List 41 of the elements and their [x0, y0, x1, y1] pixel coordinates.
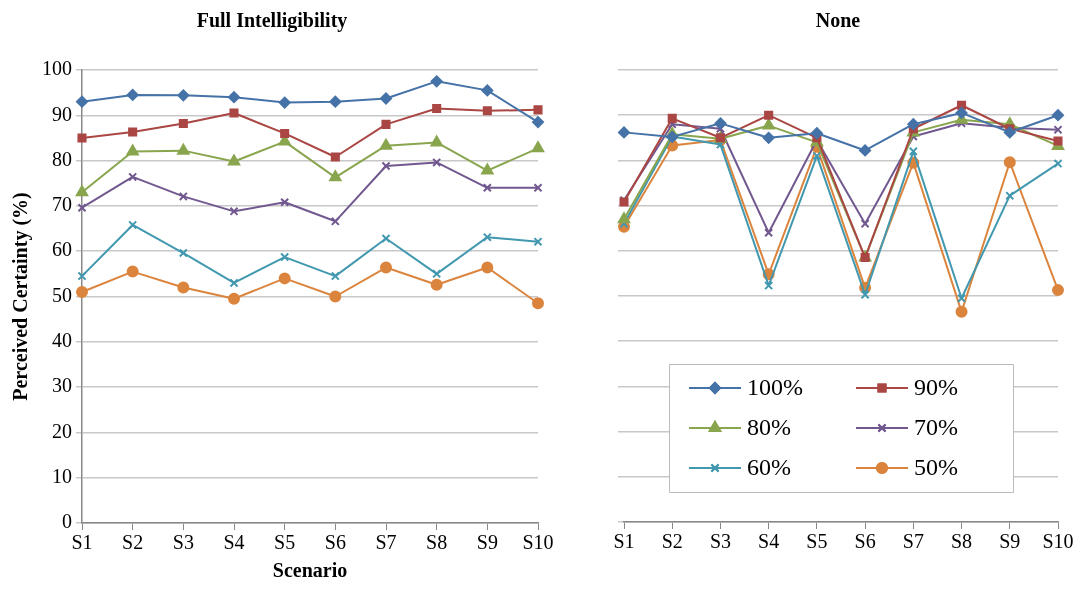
- chart-title: None: [815, 9, 861, 32]
- y-tick-label: 90: [52, 102, 72, 125]
- y-tick-label: 10: [52, 464, 72, 487]
- y-tick-label: 50: [52, 283, 72, 306]
- y-tick-label: 20: [52, 419, 72, 442]
- legend-label: 70%: [914, 414, 958, 441]
- legend-label: 90%: [914, 374, 958, 401]
- x-tick-label: S8: [950, 530, 973, 553]
- y-tick-label: 70: [52, 193, 72, 216]
- x-tick-label: S7: [375, 531, 397, 554]
- y-tick-label: 30: [52, 374, 72, 397]
- y-axis-title: Perceived Certainty (%): [9, 192, 33, 401]
- y-tick-label: 40: [52, 329, 72, 352]
- chart-title: Full Intelligibility: [196, 9, 348, 33]
- x-tick-label: S6: [324, 531, 346, 554]
- x-tick-label: S4: [223, 531, 245, 554]
- x-tick-label: S1: [613, 530, 635, 553]
- y-tick-label: 100: [42, 57, 72, 80]
- x-tick-label: S9: [476, 531, 498, 554]
- legend-label: 80%: [747, 414, 791, 441]
- y-tick-label: 60: [52, 238, 72, 261]
- y-tick-label: 0: [62, 510, 72, 533]
- x-tick-label: S9: [999, 530, 1021, 553]
- x-axis-title: Scenario: [272, 559, 348, 582]
- x-tick-label: S7: [902, 530, 924, 553]
- x-tick-label: S5: [274, 531, 296, 554]
- y-tick-label: 80: [52, 147, 72, 170]
- x-tick-label: S2: [122, 531, 144, 554]
- x-tick-label: S6: [854, 530, 876, 553]
- legend-label: 100%: [747, 374, 803, 401]
- x-tick-label: S3: [709, 530, 732, 553]
- x-tick-label: S3: [172, 531, 194, 554]
- x-tick-label: S8: [426, 531, 448, 554]
- x-tick-label: S10: [1042, 530, 1074, 553]
- x-tick-label: S4: [758, 530, 780, 553]
- legend-label: 50%: [914, 454, 958, 481]
- legend-label: 60%: [747, 454, 791, 481]
- x-tick-label: S1: [71, 531, 93, 554]
- x-tick-label: S2: [661, 530, 683, 553]
- x-tick-label: S5: [806, 530, 828, 553]
- x-tick-label: S10: [522, 531, 554, 554]
